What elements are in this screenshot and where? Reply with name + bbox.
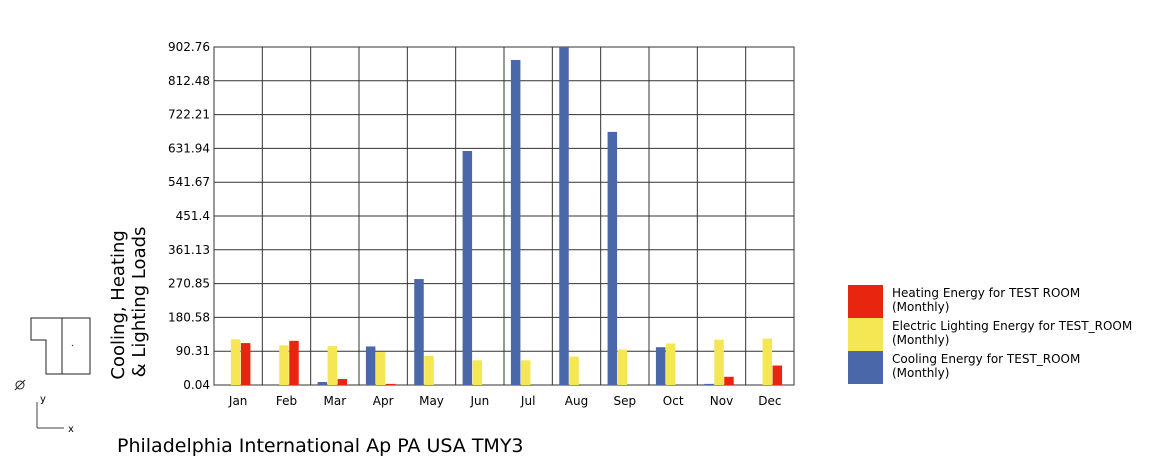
bar	[704, 383, 714, 385]
x-tick-label: Mar	[324, 394, 347, 408]
bar	[317, 382, 328, 385]
legend-swatch	[848, 318, 883, 351]
y-tick-label: 90.31	[176, 344, 210, 358]
bar	[772, 365, 783, 385]
y-tick-label: 270.85	[168, 277, 210, 291]
y-tick-label: 451.4	[176, 209, 210, 223]
bar	[375, 352, 386, 385]
bar	[327, 346, 338, 385]
x-tick-label: Jun	[469, 394, 489, 408]
bar	[289, 340, 299, 385]
bar	[655, 347, 666, 385]
axis-indicator-x: x	[68, 424, 74, 435]
bar	[607, 131, 618, 385]
bar	[414, 279, 424, 385]
x-tick-label: May	[419, 394, 444, 408]
plot-area	[213, 46, 795, 386]
y-tick-label: 902.76	[168, 40, 210, 54]
bar	[569, 356, 579, 385]
bar	[240, 343, 251, 385]
bar	[337, 379, 348, 385]
x-tick-label: Sep	[614, 394, 637, 408]
y-tick-label: 631.94	[168, 141, 210, 155]
y-tick-label: 812.48	[168, 74, 210, 88]
footer-title: Philadelphia International Ap PA USA TMY…	[117, 435, 524, 457]
x-tick-label: Feb	[276, 394, 297, 408]
x-tick-label: Dec	[758, 394, 781, 408]
y-tick-label: 0.04	[183, 378, 210, 392]
bar	[714, 339, 724, 385]
y-tick-label: 541.67	[168, 175, 210, 189]
bar	[462, 151, 473, 385]
bar	[279, 345, 289, 385]
legend: Heating Energy for TEST ROOM (Monthly) Ele…	[848, 285, 1132, 384]
x-tick-label: Jul	[520, 394, 535, 408]
x-tick-label: Aug	[565, 394, 588, 408]
bars	[230, 47, 783, 385]
legend-entry: Electric Lighting Energy for TEST_ROOM (M…	[892, 319, 1132, 347]
x-tick-label: Oct	[663, 394, 684, 408]
y-tick-label: 722.21	[168, 108, 210, 122]
bar	[762, 338, 773, 385]
north-arrow-icon	[14, 379, 26, 391]
bar	[365, 346, 376, 385]
y-tick-labels: 0.04 90.31 180.58 270.85 361.13 451.4 541.67 63…	[168, 40, 210, 392]
y-axis-label: Cooling, Heating & Lighting Loads	[108, 224, 150, 379]
bar	[230, 339, 241, 385]
legend-swatch	[848, 351, 883, 384]
bar	[385, 383, 396, 385]
bar	[472, 360, 483, 385]
x-tick-label: Nov	[710, 394, 733, 408]
bar	[665, 343, 676, 385]
room-plan-icon	[30, 317, 91, 375]
y-axis-label-line-1: Cooling, Heating	[108, 230, 129, 379]
x-tick-label: Apr	[373, 394, 394, 408]
axis-indicator-y: y	[40, 394, 46, 405]
y-tick-label: 361.13	[168, 243, 210, 257]
y-axis-label-line-2: & Lighting Loads	[129, 227, 150, 378]
legend-entry: Heating Energy for TEST ROOM (Monthly)	[892, 286, 1080, 314]
legend-swatch	[848, 285, 883, 318]
x-tick-labels: Jan Feb Mar Apr May Jun Jul Aug Sep Oct Nov Dec	[228, 394, 782, 408]
axis-indicator-icon	[36, 402, 64, 429]
bar	[617, 349, 628, 385]
y-tick-label: 180.58	[168, 310, 210, 324]
bar	[559, 47, 569, 385]
bar	[424, 355, 434, 385]
bar	[510, 60, 521, 385]
legend-entry: Cooling Energy for TEST_ROOM (Monthly)	[892, 352, 1080, 380]
bar	[520, 360, 531, 385]
x-tick-label: Jan	[228, 394, 248, 408]
bar	[724, 376, 734, 385]
